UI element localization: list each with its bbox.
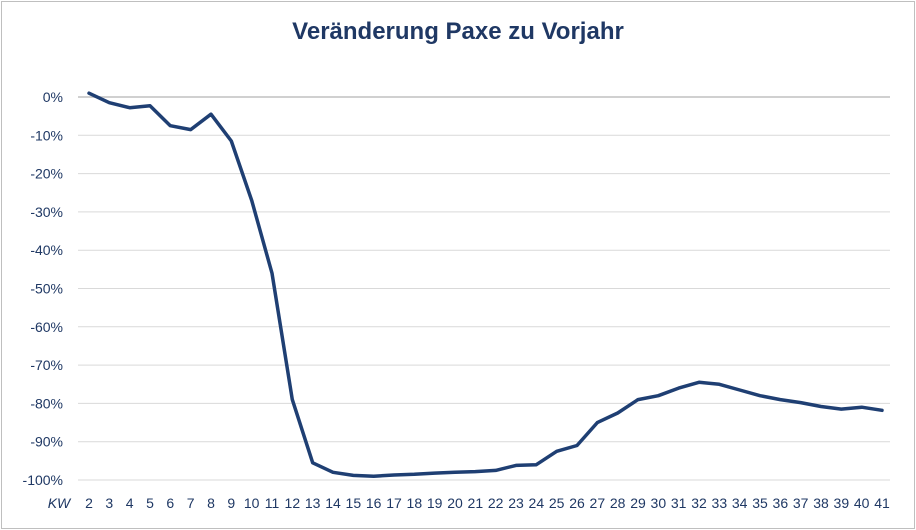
y-tick-label: -60% bbox=[30, 319, 63, 335]
x-tick-label: 10 bbox=[244, 495, 260, 511]
x-tick-label: 15 bbox=[346, 495, 362, 511]
x-tick-label: 11 bbox=[265, 495, 280, 511]
x-tick-label: 22 bbox=[488, 495, 504, 511]
y-tick-label: -100% bbox=[23, 472, 63, 488]
series-group bbox=[87, 91, 884, 478]
x-axis-label: KW bbox=[48, 495, 72, 511]
x-tick-label: 24 bbox=[529, 495, 545, 511]
x-tick-label: 28 bbox=[610, 495, 626, 511]
x-tick-label: 8 bbox=[207, 495, 215, 511]
y-tick-label: -80% bbox=[30, 395, 63, 411]
x-tick-label: 13 bbox=[305, 495, 321, 511]
y-tick-label: 0% bbox=[43, 89, 63, 105]
x-tick-label: 26 bbox=[569, 495, 585, 511]
x-tick-label: 32 bbox=[691, 495, 707, 511]
x-tick-label: 36 bbox=[773, 495, 789, 511]
y-tick-label: -30% bbox=[30, 204, 63, 220]
x-tick-label: 16 bbox=[366, 495, 382, 511]
x-tick-label: 2 bbox=[85, 495, 93, 511]
x-tick-label: 25 bbox=[549, 495, 565, 511]
x-tick-label: 39 bbox=[834, 495, 850, 511]
x-tick-label: 38 bbox=[813, 495, 829, 511]
x-tick-label: 33 bbox=[712, 495, 728, 511]
x-tick-label: 37 bbox=[793, 495, 809, 511]
x-tick-label: 4 bbox=[126, 495, 134, 511]
x-tick-label: 23 bbox=[508, 495, 524, 511]
x-tick-label: 3 bbox=[105, 495, 113, 511]
x-tick-label: 27 bbox=[590, 495, 606, 511]
x-tick-labels: 2 3 4 5 6 7 8 9 10 11 12 13 14 15 16 17 18 19 20 21 22 23 24 25… bbox=[85, 495, 890, 511]
x-tick-label: 35 bbox=[752, 495, 768, 511]
x-tick-label: 6 bbox=[166, 495, 174, 511]
x-tick-label: 40 bbox=[854, 495, 870, 511]
x-tick-label: 14 bbox=[325, 495, 341, 511]
gridlines bbox=[78, 96, 890, 481]
y-tick-label: -90% bbox=[30, 434, 63, 450]
x-tick-label: 20 bbox=[447, 495, 463, 511]
x-tick-label: 9 bbox=[227, 495, 235, 511]
series-line bbox=[87, 91, 884, 478]
x-tick-label: 21 bbox=[468, 495, 484, 511]
y-tick-label: -50% bbox=[30, 281, 63, 297]
x-tick-label: 17 bbox=[386, 495, 402, 511]
y-tick-label: -70% bbox=[30, 357, 63, 373]
x-tick-label: 31 bbox=[671, 495, 687, 511]
y-tick-label: -10% bbox=[30, 127, 63, 143]
x-tick-label: 5 bbox=[146, 495, 154, 511]
x-tick-label: 34 bbox=[732, 495, 748, 511]
x-tick-label: 19 bbox=[427, 495, 443, 511]
y-tick-label: -20% bbox=[30, 166, 63, 182]
x-tick-label: 18 bbox=[407, 495, 423, 511]
y-tick-label: -40% bbox=[30, 242, 63, 258]
chart-title: Veränderung Paxe zu Vorjahr bbox=[292, 18, 624, 45]
x-tick-label: 7 bbox=[187, 495, 195, 511]
y-tick-labels: 0% -10% -20% -30% -40% -50% -60% -70% -80% -90% -1… bbox=[23, 89, 63, 488]
x-tick-label: 29 bbox=[630, 495, 646, 511]
x-tick-label: 12 bbox=[285, 495, 301, 511]
x-tick-label: 30 bbox=[651, 495, 667, 511]
x-tick-label: 41 bbox=[874, 495, 890, 511]
